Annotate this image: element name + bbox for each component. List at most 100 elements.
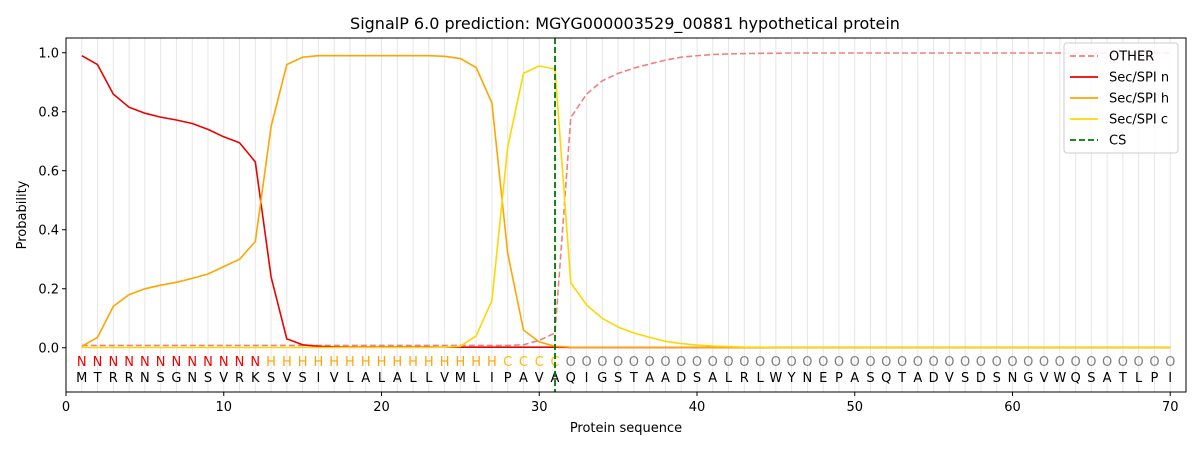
residue-label: V — [282, 371, 291, 386]
x-tick-label: 10 — [215, 400, 232, 415]
residue-label: R — [109, 371, 118, 386]
region-label: O — [739, 355, 749, 370]
region-label: O — [645, 355, 655, 370]
residue-label: A — [1103, 371, 1112, 386]
residue-label: A — [850, 371, 859, 386]
region-label: H — [424, 355, 434, 370]
region-label: O — [613, 355, 623, 370]
residue-label: M — [76, 371, 87, 386]
residue-label: S — [866, 371, 874, 386]
residue-label: S — [993, 371, 1001, 386]
region-label: O — [581, 355, 591, 370]
grid-lines — [81, 38, 1171, 392]
region-label: N — [77, 355, 87, 370]
residue-label: I — [316, 371, 320, 386]
region-label: O — [597, 355, 607, 370]
residue-label: W — [1053, 371, 1066, 386]
y-tick-label: 1.0 — [38, 46, 59, 61]
residue-label: W — [769, 371, 782, 386]
region-label: N — [156, 355, 166, 370]
residue-label: L — [409, 371, 417, 386]
residue-label: A — [519, 371, 528, 386]
residue-label: S — [614, 371, 622, 386]
region-label: N — [219, 355, 229, 370]
residue-label: T — [93, 371, 102, 386]
region-label: O — [1086, 355, 1096, 370]
y-tick-label: 0.6 — [38, 164, 59, 179]
region-label: H — [361, 355, 371, 370]
residue-label: V — [330, 371, 339, 386]
residue-label: M — [455, 371, 466, 386]
region-label: N — [108, 355, 118, 370]
residue-label: S — [298, 371, 306, 386]
residue-label: S — [693, 371, 701, 386]
region-label: N — [235, 355, 245, 370]
residue-label: I — [490, 371, 494, 386]
residue-label: V — [219, 371, 228, 386]
x-tick-label: 40 — [689, 400, 706, 415]
x-tick-label: 50 — [846, 400, 863, 415]
residue-label: V — [440, 371, 449, 386]
region-label: N — [140, 355, 150, 370]
region-label: O — [1039, 355, 1049, 370]
residue-label: A — [645, 371, 654, 386]
residue-label: L — [756, 371, 764, 386]
region-label: H — [266, 355, 276, 370]
region-label: O — [771, 355, 781, 370]
residue-label: L — [473, 371, 481, 386]
region-label: C — [519, 355, 528, 370]
region-label: H — [440, 355, 450, 370]
region-label: O — [723, 355, 733, 370]
region-label: H — [298, 355, 308, 370]
region-label: O — [787, 355, 797, 370]
region-label: N — [93, 355, 103, 370]
residue-label: D — [929, 371, 939, 386]
residue-label: V — [945, 371, 954, 386]
residue-label: T — [1118, 371, 1127, 386]
residue-label: G — [171, 371, 181, 386]
region-label: H — [345, 355, 355, 370]
residue-label: R — [740, 371, 749, 386]
residue-label: A — [551, 371, 560, 386]
residue-label: A — [661, 371, 670, 386]
residue-label: L — [425, 371, 433, 386]
series-line — [81, 65, 1171, 349]
residue-label: R — [125, 371, 134, 386]
region-label: O — [1118, 355, 1128, 370]
region-label: O — [881, 355, 891, 370]
residue-label: I — [585, 371, 589, 386]
residue-label: R — [235, 371, 244, 386]
region-label: O — [802, 355, 812, 370]
region-label: H — [282, 355, 292, 370]
region-label: O — [1102, 355, 1112, 370]
region-label: O — [1070, 355, 1080, 370]
y-tick-label: 0.8 — [38, 105, 59, 120]
region-label: O — [992, 355, 1002, 370]
region-label: O — [708, 355, 718, 370]
region-label: O — [818, 355, 828, 370]
region-label: N — [124, 355, 134, 370]
region-label: H — [377, 355, 387, 370]
legend-label: Sec/SPI h — [1109, 92, 1169, 107]
residue-label: D — [676, 371, 686, 386]
region-label: N — [187, 355, 197, 370]
region-label: O — [976, 355, 986, 370]
residue-label: L — [725, 371, 733, 386]
legend-label: CS — [1109, 134, 1126, 149]
y-tick-label: 0.0 — [38, 341, 59, 356]
residue-label: P — [1151, 371, 1159, 386]
residue-label: L — [1135, 371, 1143, 386]
residue-label: G — [597, 371, 607, 386]
residue-label: N — [1008, 371, 1018, 386]
x-tick-label: 20 — [373, 400, 390, 415]
region-label: N — [172, 355, 182, 370]
residue-label: Q — [1070, 371, 1080, 386]
region-label: O — [1165, 355, 1175, 370]
x-tick-label: 60 — [1004, 400, 1021, 415]
region-label: O — [928, 355, 938, 370]
region-label: O — [1055, 355, 1065, 370]
residue-label: A — [393, 371, 402, 386]
region-label: O — [897, 355, 907, 370]
series-line — [81, 52, 1171, 347]
